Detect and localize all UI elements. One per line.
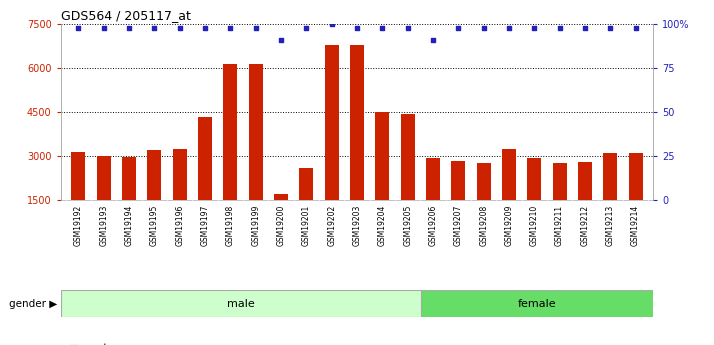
Bar [421,290,653,317]
Text: GSM19212: GSM19212 [580,205,590,246]
Text: GSM19214: GSM19214 [631,205,640,246]
Bar [528,158,541,200]
Bar [376,112,389,200]
Bar [248,64,263,200]
Bar [502,149,516,200]
Bar [426,158,440,200]
Text: GDS564 / 205117_at: GDS564 / 205117_at [61,9,191,22]
Point [528,25,540,30]
Bar [578,162,592,200]
Text: GSM19204: GSM19204 [378,205,387,246]
Bar [122,157,136,200]
Bar [223,64,237,200]
Text: female: female [518,299,557,308]
Point [478,25,489,30]
Point [174,25,186,30]
Text: GSM19211: GSM19211 [555,205,564,246]
Bar [97,156,111,200]
Text: GSM19205: GSM19205 [403,205,412,246]
Text: GSM19213: GSM19213 [605,205,615,246]
Point [605,25,616,30]
Point [351,25,363,30]
Point [630,25,641,30]
Point [402,25,413,30]
Bar [477,162,491,200]
Point [376,25,388,30]
Bar [553,164,567,200]
Bar [147,150,161,200]
Bar [198,117,212,200]
Text: GSM19192: GSM19192 [74,205,83,246]
Text: GSM19202: GSM19202 [327,205,336,246]
Point [149,25,160,30]
Point [554,25,565,30]
Text: GSM19207: GSM19207 [454,205,463,246]
Bar [325,45,338,200]
Text: GSM19201: GSM19201 [302,205,311,246]
Bar [299,168,313,200]
Bar [350,45,364,200]
Point [124,25,135,30]
Text: GSM19210: GSM19210 [530,205,539,246]
Bar [451,161,466,200]
Text: GSM19197: GSM19197 [201,205,209,246]
Text: GSM19206: GSM19206 [428,205,438,246]
Text: GSM19203: GSM19203 [353,205,361,246]
Point [225,25,236,30]
Text: GSM19198: GSM19198 [226,205,235,246]
Text: count: count [79,344,108,345]
Bar [173,149,186,200]
Bar [61,290,421,317]
Bar [274,194,288,200]
Text: GSM19196: GSM19196 [175,205,184,246]
Point [503,25,515,30]
Text: GSM19208: GSM19208 [479,205,488,246]
Point [276,37,287,43]
Text: ■: ■ [69,344,80,345]
Point [73,25,84,30]
Text: GSM19199: GSM19199 [251,205,260,246]
Bar [401,114,415,200]
Bar [71,152,86,200]
Point [427,37,438,43]
Text: GSM19209: GSM19209 [505,205,513,246]
Point [453,25,464,30]
Point [326,21,338,27]
Point [199,25,211,30]
Point [301,25,312,30]
Point [250,25,261,30]
Point [579,25,590,30]
Point [98,25,109,30]
Text: GSM19194: GSM19194 [124,205,134,246]
Text: gender ▶: gender ▶ [9,299,57,308]
Text: GSM19193: GSM19193 [99,205,109,246]
Bar [603,153,617,200]
Text: GSM19200: GSM19200 [276,205,286,246]
Text: male: male [227,299,255,308]
Text: GSM19195: GSM19195 [150,205,159,246]
Bar [628,153,643,200]
